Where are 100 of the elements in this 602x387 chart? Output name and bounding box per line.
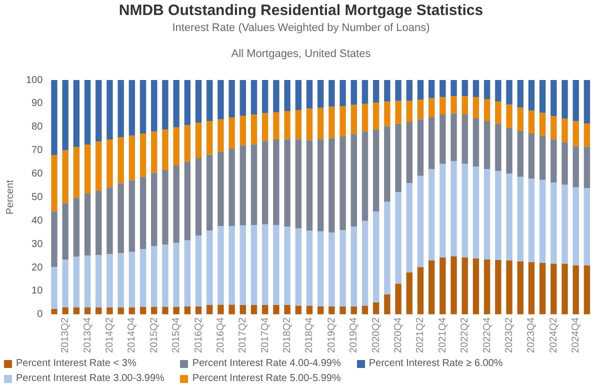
- x-tick-label: 2014Q4: [126, 316, 138, 354]
- bar: [484, 121, 490, 170]
- legend-label: Percent Interest Rate ≥ 6.00%: [368, 358, 503, 369]
- bar: [362, 220, 368, 306]
- bar: [195, 158, 202, 236]
- bar: [240, 305, 246, 314]
- x-tick-label: 2018Q4: [304, 316, 316, 354]
- bar: [406, 272, 412, 314]
- bar: [417, 80, 424, 100]
- bar: [472, 80, 480, 98]
- bar: [140, 80, 146, 134]
- bar: [128, 252, 136, 308]
- bar: [550, 80, 557, 116]
- bar: [250, 80, 258, 115]
- bar: [517, 261, 524, 314]
- bar: [284, 226, 290, 306]
- bar: [51, 309, 58, 314]
- chart-subtitle: Interest Rate (Values Weighted by Number of Loans): [171, 22, 431, 34]
- bar: [584, 188, 590, 266]
- bar: [506, 260, 512, 314]
- bar: [306, 230, 313, 306]
- bar: [384, 126, 390, 202]
- bar: [517, 80, 524, 108]
- bar: [328, 106, 335, 138]
- bar: [495, 124, 502, 172]
- bar: [173, 80, 180, 128]
- bar: [318, 231, 324, 306]
- bar: [440, 164, 446, 258]
- chart-title: NMDB Outstanding Residential Mortgage Statistics: [118, 2, 484, 19]
- bar: [62, 80, 68, 150]
- bar: [484, 98, 490, 122]
- bar: [273, 80, 280, 112]
- bar: [162, 170, 168, 245]
- bar: [173, 127, 180, 166]
- y-tick-label: 90: [32, 98, 44, 110]
- bar: [417, 99, 424, 120]
- bar: [328, 232, 335, 306]
- bar: [206, 121, 213, 155]
- bar: [417, 176, 424, 268]
- x-tick-label: 2021Q4: [437, 316, 448, 354]
- legend-label: Percent Interest Rate 4.00-4.99%: [192, 358, 341, 369]
- bar: [340, 80, 346, 106]
- bar: [350, 306, 357, 314]
- bar: [206, 80, 213, 122]
- bar: [539, 262, 546, 314]
- bar: [273, 225, 280, 306]
- bar: [262, 141, 268, 224]
- bar: [206, 154, 213, 230]
- bar: [151, 80, 158, 132]
- bar: [584, 124, 590, 147]
- bar: [440, 257, 446, 314]
- x-tick-label: 2017Q4: [260, 316, 271, 354]
- bar: [218, 304, 224, 314]
- bar: [395, 284, 402, 314]
- bar: [306, 140, 313, 230]
- bar: [228, 80, 235, 118]
- bar: [218, 119, 224, 152]
- x-tick-label: 2023Q4: [526, 316, 538, 354]
- bar: [462, 96, 468, 114]
- bar: [128, 136, 136, 180]
- bar: [562, 80, 568, 119]
- bar: [517, 108, 524, 131]
- bar: [539, 112, 546, 136]
- x-tick-label: 2018Q2: [282, 316, 294, 354]
- bar: [162, 244, 168, 307]
- bar: [428, 169, 435, 260]
- bar: [484, 260, 490, 314]
- bar: [184, 162, 191, 240]
- bar: [240, 145, 246, 226]
- x-tick-label: 2019Q2: [326, 316, 338, 354]
- bar: [417, 267, 424, 314]
- bar: [318, 140, 324, 232]
- bar: [450, 96, 457, 114]
- bar: [96, 190, 102, 256]
- bar: [96, 142, 102, 191]
- bar: [118, 137, 124, 184]
- bar: [273, 305, 280, 314]
- bar: [406, 100, 412, 122]
- bar: [384, 102, 390, 126]
- bar: [250, 114, 258, 144]
- y-tick-label: 20: [32, 262, 44, 274]
- bar: [106, 187, 113, 254]
- bar: [184, 240, 191, 306]
- bar: [517, 130, 524, 177]
- bar: [51, 267, 58, 310]
- x-tick-label: 2015Q4: [171, 316, 182, 354]
- bar: [528, 262, 535, 314]
- bar: [450, 256, 457, 314]
- bar: [318, 80, 324, 108]
- bar: [484, 169, 490, 260]
- bar: [218, 80, 224, 120]
- bar: [140, 176, 146, 250]
- bar: [84, 307, 91, 314]
- y-tick-label: 10: [32, 286, 44, 297]
- bar: [240, 80, 246, 116]
- bar: [517, 176, 524, 262]
- bar: [228, 304, 235, 314]
- bar: [506, 128, 512, 174]
- bar: [228, 226, 235, 305]
- y-tick-label: 80: [32, 122, 44, 133]
